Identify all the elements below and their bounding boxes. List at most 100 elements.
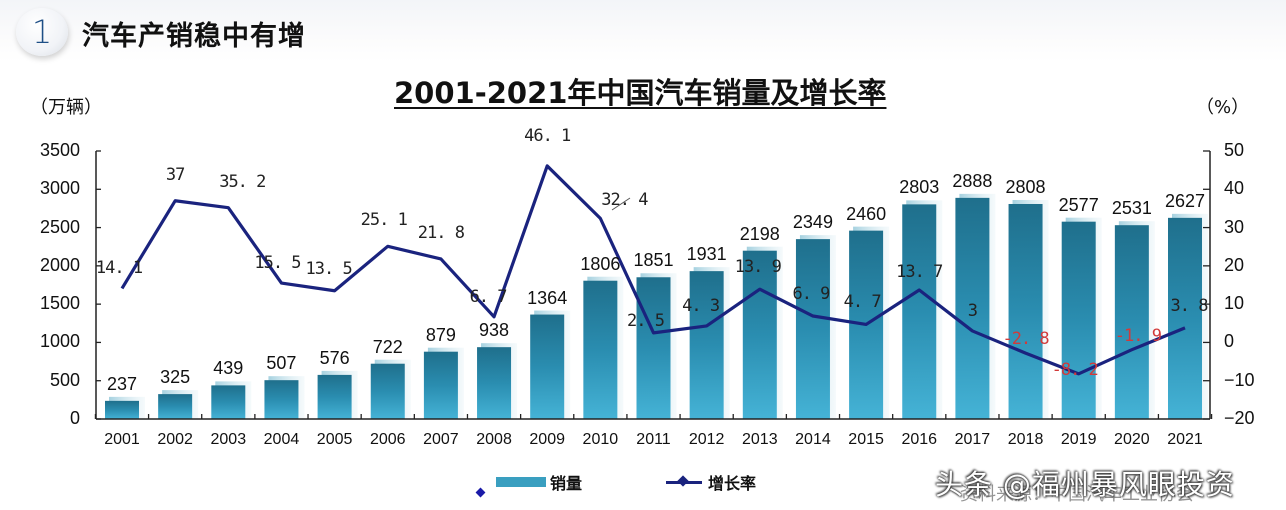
x-axis-label: 2007 <box>423 431 459 448</box>
x-axis-label: 2005 <box>316 431 353 448</box>
sales-bar <box>477 347 512 419</box>
bar-value-label: 2888 <box>952 170 993 191</box>
bar-value-label: 2198 <box>739 223 780 244</box>
sales-bar <box>583 280 618 419</box>
label-leader-line <box>611 197 631 211</box>
bar-value-label: 2627 <box>1164 190 1206 211</box>
rate-value-label: 3 <box>967 300 978 321</box>
bar-value-label: 1364 <box>527 287 568 308</box>
sales-bar <box>742 250 777 419</box>
rate-value-label: 13. 9 <box>734 257 782 278</box>
rate-value-label: 21. 8 <box>417 222 465 243</box>
rate-value-label: 15. 5 <box>254 253 301 274</box>
sales-bar <box>1168 217 1202 419</box>
x-axis-label: 2003 <box>210 431 247 448</box>
x-axis-label: 2002 <box>157 431 193 448</box>
bar-value-label: 1931 <box>686 244 727 265</box>
sales-bar <box>423 351 458 419</box>
sales-bar <box>105 400 139 419</box>
bar-value-label: 2531 <box>1111 198 1152 219</box>
rate-value-label: -8. 2 <box>1051 359 1099 380</box>
x-axis-label: 2004 <box>263 431 300 448</box>
right-axis-tick-label: −20 <box>1224 408 1255 428</box>
legend-item-growth: 增长率 <box>666 470 756 494</box>
sales-bar <box>902 204 937 419</box>
bar-value-label: 938 <box>479 320 510 341</box>
sales-bar <box>158 394 193 419</box>
header-band <box>0 0 1286 62</box>
source-note: 资料来源：中国汽车工业协会 <box>960 484 1194 505</box>
bar-value-label: 325 <box>160 367 191 388</box>
rate-value-label: 32. 4 <box>601 190 648 211</box>
sales-bar <box>317 374 352 419</box>
sales-bar <box>370 363 405 419</box>
x-axis-label: 2021 <box>1167 431 1203 448</box>
sales-bar <box>530 314 565 419</box>
left-axis-tick-label: 3500 <box>39 140 80 160</box>
bar-value-label: 507 <box>266 353 297 374</box>
bar-value-label: 576 <box>319 347 350 368</box>
left-axis-tick-label: 0 <box>69 408 80 428</box>
bar-value-label: 1806 <box>580 253 621 274</box>
section-number-badge: 1 <box>16 8 68 56</box>
watermark: 头条 @福州暴风眼投资 <box>935 468 1235 501</box>
left-axis-unit: （万辆） <box>30 97 102 118</box>
growth-rate-line <box>120 164 1186 376</box>
sales-bar <box>264 380 299 419</box>
x-axis-label: 2006 <box>369 431 406 448</box>
bar-value-label: 237 <box>106 373 138 394</box>
legend-bar-swatch <box>496 477 546 487</box>
bar-value-label: 439 <box>213 358 244 379</box>
right-axis-tick-label: 50 <box>1224 140 1245 160</box>
axis-tick-marks <box>94 150 1213 420</box>
x-axis-label: 2008 <box>476 431 512 448</box>
rate-value-label: -1. 9 <box>1114 325 1162 346</box>
rate-value-label: 13. 5 <box>305 258 353 279</box>
sales-bar <box>1061 221 1096 419</box>
left-axis-tick-label: 1000 <box>39 331 80 352</box>
bar-value-label: 2803 <box>899 177 940 198</box>
bar-series <box>105 193 1208 419</box>
right-axis-tick-label: 30 <box>1224 216 1245 237</box>
sales-bar <box>795 239 830 419</box>
rate-value-label: 6. 9 <box>792 284 830 304</box>
rate-value-label: 46. 1 <box>524 125 571 146</box>
x-axis-label: 2019 <box>1060 431 1097 448</box>
right-axis-tick-label: 10 <box>1224 293 1245 314</box>
legend-growth-label: 增长率 <box>708 474 757 493</box>
sales-bar <box>689 271 724 419</box>
x-axis-label: 2020 <box>1114 431 1150 448</box>
sales-bar <box>1008 203 1043 419</box>
bar-value-label: 879 <box>425 324 456 345</box>
sales-bar <box>211 385 246 419</box>
bar-value-label: 2460 <box>846 203 887 224</box>
rate-value-label: 13. 7 <box>896 261 943 282</box>
rate-value-label: 4. 3 <box>682 295 720 316</box>
x-axis-label: 2009 <box>529 431 565 448</box>
bar-value-label: 1851 <box>633 250 674 271</box>
legend-item-sales: 销量 <box>496 470 582 494</box>
x-axis-label: 2016 <box>901 431 938 448</box>
x-axis-label: 2010 <box>582 431 619 448</box>
bar-value-label: 722 <box>372 336 403 357</box>
bar-value-label: 2808 <box>1005 176 1046 197</box>
rate-value-label: -2. 8 <box>1002 329 1049 350</box>
rate-value-label: 3. 8 <box>1170 295 1209 316</box>
right-axis-tick-label: 0 <box>1224 331 1235 352</box>
section-title: 汽车产销稳中有增 <box>82 21 306 52</box>
sales-bar <box>1114 225 1149 419</box>
bar-value-label: 2577 <box>1058 194 1099 215</box>
left-axis-tick-label: 2000 <box>39 254 80 275</box>
legend-sales-label: 销量 <box>550 474 583 493</box>
x-axis-label: 2015 <box>848 431 884 448</box>
rate-value-label: 2. 5 <box>627 310 665 331</box>
left-axis-tick-label: 500 <box>49 369 80 390</box>
right-axis-tick-label: 40 <box>1224 178 1245 199</box>
x-axis-label: 2013 <box>742 431 778 448</box>
sales-bar <box>636 277 671 419</box>
x-axis-label: 2017 <box>954 431 991 448</box>
left-axis-tick-label: 3000 <box>39 178 80 199</box>
rate-value-label: 35. 2 <box>219 171 266 192</box>
right-axis-tick-label: −10 <box>1224 369 1255 390</box>
x-axis-label: 2011 <box>636 431 671 448</box>
